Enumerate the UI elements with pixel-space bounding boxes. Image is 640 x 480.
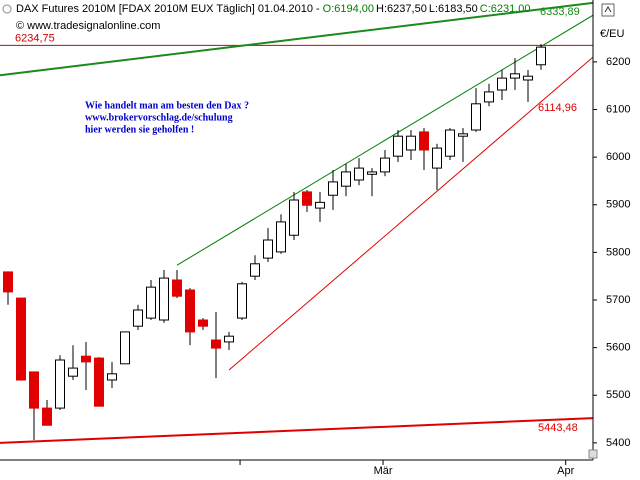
trend-line bbox=[0, 417, 593, 444]
trend-line-label: 5443,48 bbox=[538, 422, 578, 434]
candle-body-down bbox=[171, 279, 182, 297]
y-tick-label: 5800 bbox=[606, 246, 630, 258]
y-tick-label: 5700 bbox=[606, 294, 630, 306]
candle-body-up bbox=[106, 373, 117, 381]
candle-body-up bbox=[340, 171, 351, 187]
candle-body-down bbox=[80, 355, 91, 363]
ohlc-value: H:6237,50 bbox=[376, 3, 427, 15]
candle-body-up bbox=[236, 283, 247, 319]
plot-area bbox=[0, 1, 593, 444]
candle-body-down bbox=[418, 131, 429, 151]
y-tick-label: 6100 bbox=[606, 103, 630, 115]
x-tick-label: Apr bbox=[557, 465, 574, 477]
candle-body-up bbox=[223, 335, 234, 343]
candle-body-up bbox=[483, 91, 494, 103]
x-tick-label: Mär bbox=[374, 465, 393, 477]
candle-body-down bbox=[197, 319, 208, 327]
candle-body-up bbox=[535, 46, 546, 66]
trend-line-label: 6333,89 bbox=[540, 6, 580, 18]
candle-body-up bbox=[405, 135, 416, 151]
candle-body-up bbox=[145, 286, 156, 319]
candle-body-down bbox=[15, 297, 26, 381]
candle-body-up bbox=[457, 133, 468, 137]
info-icon bbox=[2, 4, 12, 14]
trend-line-label: 6114,96 bbox=[538, 102, 577, 114]
candle-body-up bbox=[431, 147, 442, 169]
candle-body-up bbox=[444, 129, 455, 157]
watermark: © www.tradesignalonline.com bbox=[16, 20, 160, 32]
annotation: www.brokervorschlag.de/schulung bbox=[85, 112, 233, 123]
trend-line bbox=[0, 1, 593, 77]
currency-label: €/EU bbox=[600, 28, 625, 40]
candle-body-up bbox=[496, 77, 507, 91]
candle-body-up bbox=[249, 263, 260, 277]
candle-body-down bbox=[28, 371, 39, 409]
trend-line bbox=[228, 56, 593, 371]
chart-title: DAX Futures 2010M [FDAX 2010M EUX Täglic… bbox=[16, 3, 531, 15]
candle-body-down bbox=[41, 407, 52, 426]
settings-icon-glyph bbox=[604, 6, 612, 13]
resize-icon[interactable] bbox=[588, 449, 598, 459]
ohlc-value: C:6231,00 bbox=[480, 3, 531, 15]
candle-body-down bbox=[93, 357, 104, 407]
candle-body-up bbox=[119, 331, 130, 365]
candle-body-up bbox=[132, 309, 143, 327]
title-text: DAX Futures 2010M [FDAX 2010M EUX Täglic… bbox=[16, 3, 320, 15]
candle-body-up bbox=[353, 167, 364, 181]
y-tick-label: 5500 bbox=[606, 389, 630, 401]
candle-body-up bbox=[158, 277, 169, 321]
horizontal-line-label: 6234,75 bbox=[15, 32, 55, 44]
candle-body-up bbox=[262, 239, 273, 259]
ohlc-value: L:6183,50 bbox=[429, 3, 478, 15]
y-tick-label: 6200 bbox=[606, 56, 630, 68]
candle-body-up bbox=[54, 359, 65, 409]
y-tick-label: 6000 bbox=[606, 151, 630, 163]
y-tick-label: 5400 bbox=[606, 437, 630, 449]
annotation: Wie handelt man am besten den Dax ? bbox=[85, 100, 249, 111]
annotation: hier werden sie geholfen ! bbox=[85, 124, 194, 135]
candle-body-down bbox=[301, 191, 312, 206]
candle-body-up bbox=[522, 75, 533, 81]
candle-body-up bbox=[366, 171, 377, 175]
candle-body-up bbox=[67, 367, 78, 377]
y-tick-label: 5600 bbox=[606, 342, 630, 354]
trend-line bbox=[176, 14, 593, 266]
ohlc-value: O:6194,00 bbox=[323, 3, 374, 15]
candle-body-up bbox=[379, 157, 390, 173]
candle-body-up bbox=[288, 199, 299, 236]
candle-body-down bbox=[2, 271, 13, 293]
candle-body-up bbox=[327, 181, 338, 196]
candle-body-down bbox=[210, 339, 221, 349]
candle-body-down bbox=[184, 289, 195, 333]
settings-icon[interactable] bbox=[601, 3, 615, 17]
candle-body-up bbox=[470, 103, 481, 131]
candle-body-up bbox=[392, 135, 403, 157]
y-tick-label: 5900 bbox=[606, 199, 630, 211]
candle-body-up bbox=[509, 73, 520, 79]
candle-body-up bbox=[275, 221, 286, 253]
candle-body-up bbox=[314, 201, 325, 209]
